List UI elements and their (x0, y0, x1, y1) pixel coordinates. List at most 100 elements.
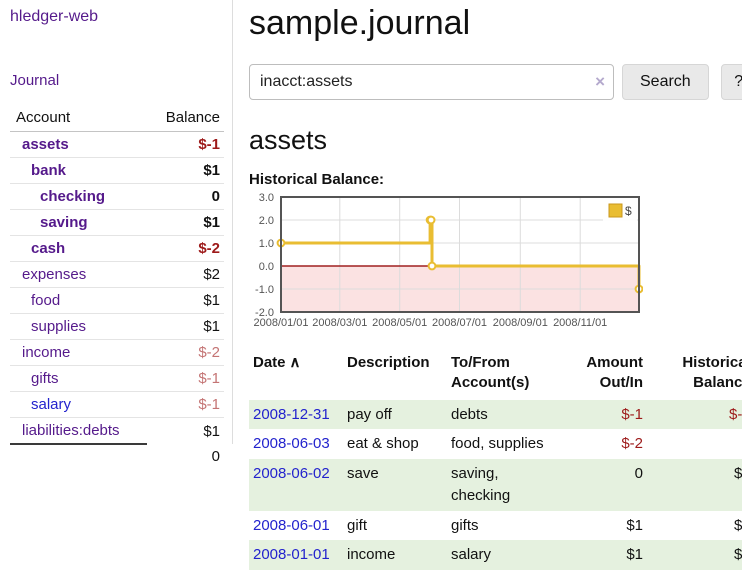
transaction-row: 2008-06-01 gift gifts $1 $2 (249, 511, 742, 541)
account-link-food[interactable]: food (31, 292, 61, 309)
account-row: saving $1 (10, 209, 224, 236)
transaction-balance: $1 (734, 546, 742, 564)
accounts-total: 0 (211, 448, 220, 465)
page: hledger-web Journal Account Balance asse… (0, 0, 742, 570)
account-row: gifts $-1 (10, 365, 224, 392)
transaction-date-link[interactable]: 2008-06-03 (253, 435, 330, 453)
transaction-balance: 0 (649, 429, 742, 459)
search-form: × Search ? (249, 64, 742, 100)
page-title: sample.journal (249, 4, 471, 42)
account-row: assets $-1 (10, 132, 224, 158)
account-row: food $1 (10, 287, 224, 314)
account-row: supplies $1 (10, 313, 224, 340)
register-header-balance: Historical Balance (682, 354, 742, 392)
transaction-accounts: saving, checking (451, 465, 511, 504)
svg-text:2008/05/01: 2008/05/01 (372, 317, 427, 329)
transaction-accounts: salary (451, 546, 492, 564)
transaction-description: income (347, 546, 396, 564)
transaction-description: pay off (347, 405, 392, 423)
account-link-checking[interactable]: checking (40, 188, 106, 205)
svg-text:2008/11/01: 2008/11/01 (553, 317, 607, 329)
search-button[interactable]: Search (622, 64, 709, 100)
transaction-date-link[interactable]: 2008-06-01 (253, 516, 330, 534)
search-box: × (249, 64, 614, 100)
transaction-amount: $1 (626, 516, 643, 534)
transaction-accounts: debts (451, 405, 488, 423)
transaction-row: 2008-06-02 save saving, checking 0 $2 (249, 459, 742, 511)
account-balance: $1 (146, 287, 224, 314)
main-content: sample.journal × Search ? assets Histori… (233, 0, 742, 570)
account-link-income[interactable]: income (22, 344, 71, 361)
register-header-accounts: To/From Account(s) (451, 354, 530, 392)
register-header-description: Description (347, 354, 430, 371)
svg-text:2008/09/01: 2008/09/01 (493, 317, 548, 329)
register-table: Date ∧ Description To/From Account(s) Amo… (249, 349, 742, 570)
account-row: cash $-2 (10, 235, 224, 262)
svg-text:-1.0: -1.0 (255, 284, 274, 296)
sidebar: hledger-web Journal Account Balance asse… (0, 0, 233, 469)
brand-link[interactable]: hledger-web (10, 8, 99, 25)
account-balance: $-1 (198, 136, 220, 153)
account-link-expenses[interactable]: expenses (22, 266, 87, 283)
sidebar-nav: Journal (10, 72, 232, 90)
transaction-accounts: food, supplies (451, 435, 544, 453)
transaction-amount: $-2 (621, 435, 643, 453)
svg-text:0.0: 0.0 (259, 261, 274, 273)
accounts-table: Account Balance assets $-1 bank $1 checking 0… (10, 106, 224, 469)
account-link-cash[interactable]: cash (31, 240, 66, 257)
account-balance: $1 (146, 157, 224, 184)
account-balance: $-1 (146, 391, 224, 418)
account-link-liabilities-debts[interactable]: liabilities:debts (22, 422, 120, 439)
accounts-header-account: Account (10, 106, 147, 132)
transaction-description: gift (347, 516, 368, 534)
accounts-table-body: assets $-1 bank $1 checking 0 saving $1 cash $-2 e… (10, 132, 224, 444)
account-heading: assets (249, 125, 328, 155)
transaction-row: 2008-06-03 eat & shop food, supplies $-2 0 (249, 429, 742, 459)
register-table-body: 2008-12-31 pay off debts $-1 $-1 2008-06-03 ea… (249, 399, 742, 570)
transaction-balance: $2 (734, 516, 742, 534)
register-header-amount: Amount Out/In (586, 354, 643, 392)
account-balance: $-2 (146, 235, 224, 262)
account-balance: $-1 (146, 365, 224, 392)
transaction-description: save (347, 465, 379, 482)
svg-text:1.0: 1.0 (259, 238, 274, 250)
account-link-bank[interactable]: bank (31, 162, 67, 179)
transaction-description: eat & shop (347, 435, 419, 453)
account-row: expenses $2 (10, 261, 224, 288)
svg-text:2008/03/01: 2008/03/01 (312, 317, 367, 329)
transaction-balance: $2 (734, 465, 742, 482)
account-row: bank $1 (10, 157, 224, 184)
transaction-amount: 0 (634, 465, 643, 482)
transaction-date-link[interactable]: 2008-01-01 (253, 546, 330, 564)
account-link-salary[interactable]: salary (31, 396, 72, 413)
account-balance: $1 (146, 313, 224, 340)
svg-text:2.0: 2.0 (259, 215, 274, 227)
search-input[interactable] (249, 64, 614, 100)
account-balance: $2 (146, 261, 224, 288)
sort-ascending-icon: ∧ (289, 354, 301, 371)
transaction-date-link[interactable]: 2008-12-31 (253, 405, 330, 423)
account-row: income $-2 (10, 339, 224, 366)
transaction-row: 2008-01-01 income salary $1 $1 (249, 540, 742, 570)
brand: hledger-web (10, 8, 232, 26)
clear-search-icon[interactable]: × (595, 72, 605, 91)
help-button[interactable]: ? (720, 64, 742, 100)
account-link-assets[interactable]: assets (22, 136, 69, 153)
svg-text:$: $ (625, 204, 632, 218)
svg-text:-2.0: -2.0 (255, 307, 274, 319)
account-link-saving[interactable]: saving (40, 214, 88, 231)
transaction-date-link[interactable]: 2008-06-02 (253, 465, 330, 482)
transaction-amount: $-1 (621, 405, 643, 423)
account-row: liabilities:debts $1 (10, 417, 224, 444)
account-balance: $1 (146, 209, 224, 236)
account-link-gifts[interactable]: gifts (31, 370, 59, 387)
account-row: checking 0 (10, 183, 224, 210)
account-link-supplies[interactable]: supplies (31, 318, 87, 335)
svg-text:3.0: 3.0 (259, 192, 274, 204)
transaction-balance: $-1 (729, 405, 742, 423)
accounts-total-spacer (10, 443, 147, 469)
transaction-row: 2008-12-31 pay off debts $-1 $-1 (249, 399, 742, 430)
sidebar-item-journal[interactable]: Journal (10, 72, 60, 89)
register-header-date[interactable]: Date ∧ (253, 354, 301, 371)
